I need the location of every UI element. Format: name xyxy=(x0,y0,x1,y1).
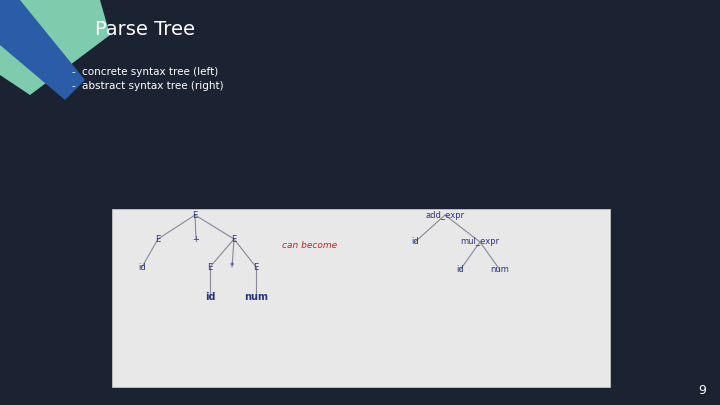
Text: id: id xyxy=(456,266,464,275)
Polygon shape xyxy=(0,0,110,95)
Text: *: * xyxy=(230,262,234,271)
Text: id: id xyxy=(204,292,215,302)
Text: concrete syntax tree (left): concrete syntax tree (left) xyxy=(82,67,218,77)
Text: num: num xyxy=(490,266,510,275)
Text: -: - xyxy=(72,81,76,91)
Polygon shape xyxy=(0,0,85,100)
Text: E: E xyxy=(156,234,161,243)
Text: E: E xyxy=(253,262,258,271)
Text: can become: can become xyxy=(282,241,338,249)
Text: abstract syntax tree (right): abstract syntax tree (right) xyxy=(82,81,224,91)
Text: E: E xyxy=(207,262,212,271)
Text: id: id xyxy=(138,262,146,271)
Text: -: - xyxy=(72,67,76,77)
Text: id: id xyxy=(411,237,419,247)
Text: E: E xyxy=(231,234,237,243)
Text: Parse Tree: Parse Tree xyxy=(95,20,195,39)
FancyBboxPatch shape xyxy=(112,209,610,387)
Text: 9: 9 xyxy=(698,384,706,397)
Text: E: E xyxy=(192,211,197,220)
Text: +: + xyxy=(192,234,199,243)
Text: add_expr: add_expr xyxy=(426,211,464,220)
Text: num: num xyxy=(244,292,268,302)
Text: mul_expr: mul_expr xyxy=(460,237,500,247)
